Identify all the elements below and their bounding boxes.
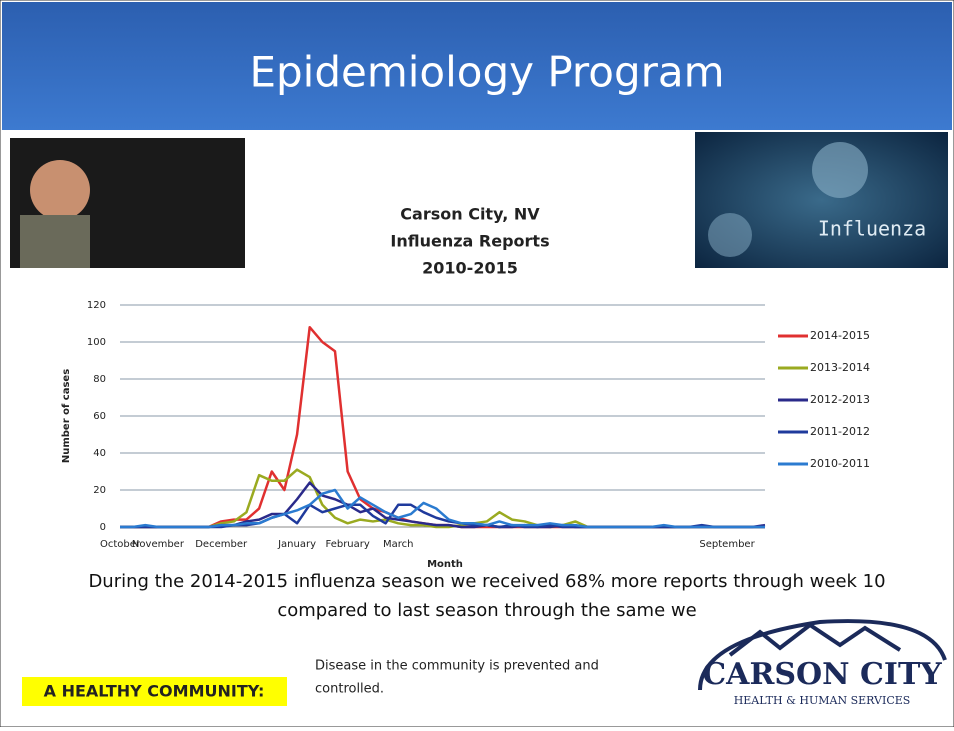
x-tick-label: February	[325, 539, 369, 550]
y-tick-label: 100	[87, 337, 106, 348]
chart-title: Influenza Reports	[390, 232, 549, 251]
legend-label: 2013-2014	[810, 361, 870, 374]
virus	[708, 213, 752, 257]
y-axis-title: Number of cases	[61, 369, 72, 463]
y-tick-label: 40	[93, 448, 106, 459]
header-title: Epidemiology Program	[249, 48, 724, 97]
logo-sub: HEALTH & HUMAN SERVICES	[734, 694, 911, 707]
y-tick-label: 120	[87, 300, 106, 311]
photo-shirt	[20, 215, 90, 268]
slide: Epidemiology Program Influenza Carson Ci…	[0, 0, 954, 727]
x-tick-label: March	[383, 539, 413, 550]
chart-title: 2010-2015	[422, 259, 518, 278]
x-axis-title: Month	[427, 559, 463, 570]
legend-label: 2012-2013	[810, 393, 870, 406]
badge-text: A HEALTHY COMMUNITY:	[44, 682, 265, 701]
image-caption: Influenza	[818, 217, 926, 241]
legend-label: 2014-2015	[810, 329, 870, 342]
page: Epidemiology Program Influenza Carson Ci…	[0, 0, 954, 727]
footer-text: Disease in the community is prevented an…	[315, 659, 599, 674]
legend-label: 2011-2012	[810, 425, 870, 438]
virus	[812, 142, 868, 198]
x-tick-label: December	[195, 539, 248, 550]
x-tick-label: September	[699, 539, 755, 550]
y-tick-label: 0	[100, 522, 106, 533]
photo-face	[30, 160, 90, 220]
chart-title: Carson City, NV	[400, 205, 540, 224]
y-tick-label: 80	[93, 374, 106, 385]
body-line: compared to last season through the same…	[277, 600, 696, 621]
legend-label: 2010-2011	[810, 457, 870, 470]
y-tick-label: 20	[93, 485, 106, 496]
y-tick-label: 60	[93, 411, 106, 422]
body-line: During the 2014-2015 influenza season we…	[88, 571, 885, 592]
footer-text: controlled.	[315, 682, 384, 697]
logo-name: CARSON CITY	[702, 657, 942, 692]
x-tick-label: January	[277, 539, 316, 550]
x-tick-label: November	[132, 539, 185, 550]
